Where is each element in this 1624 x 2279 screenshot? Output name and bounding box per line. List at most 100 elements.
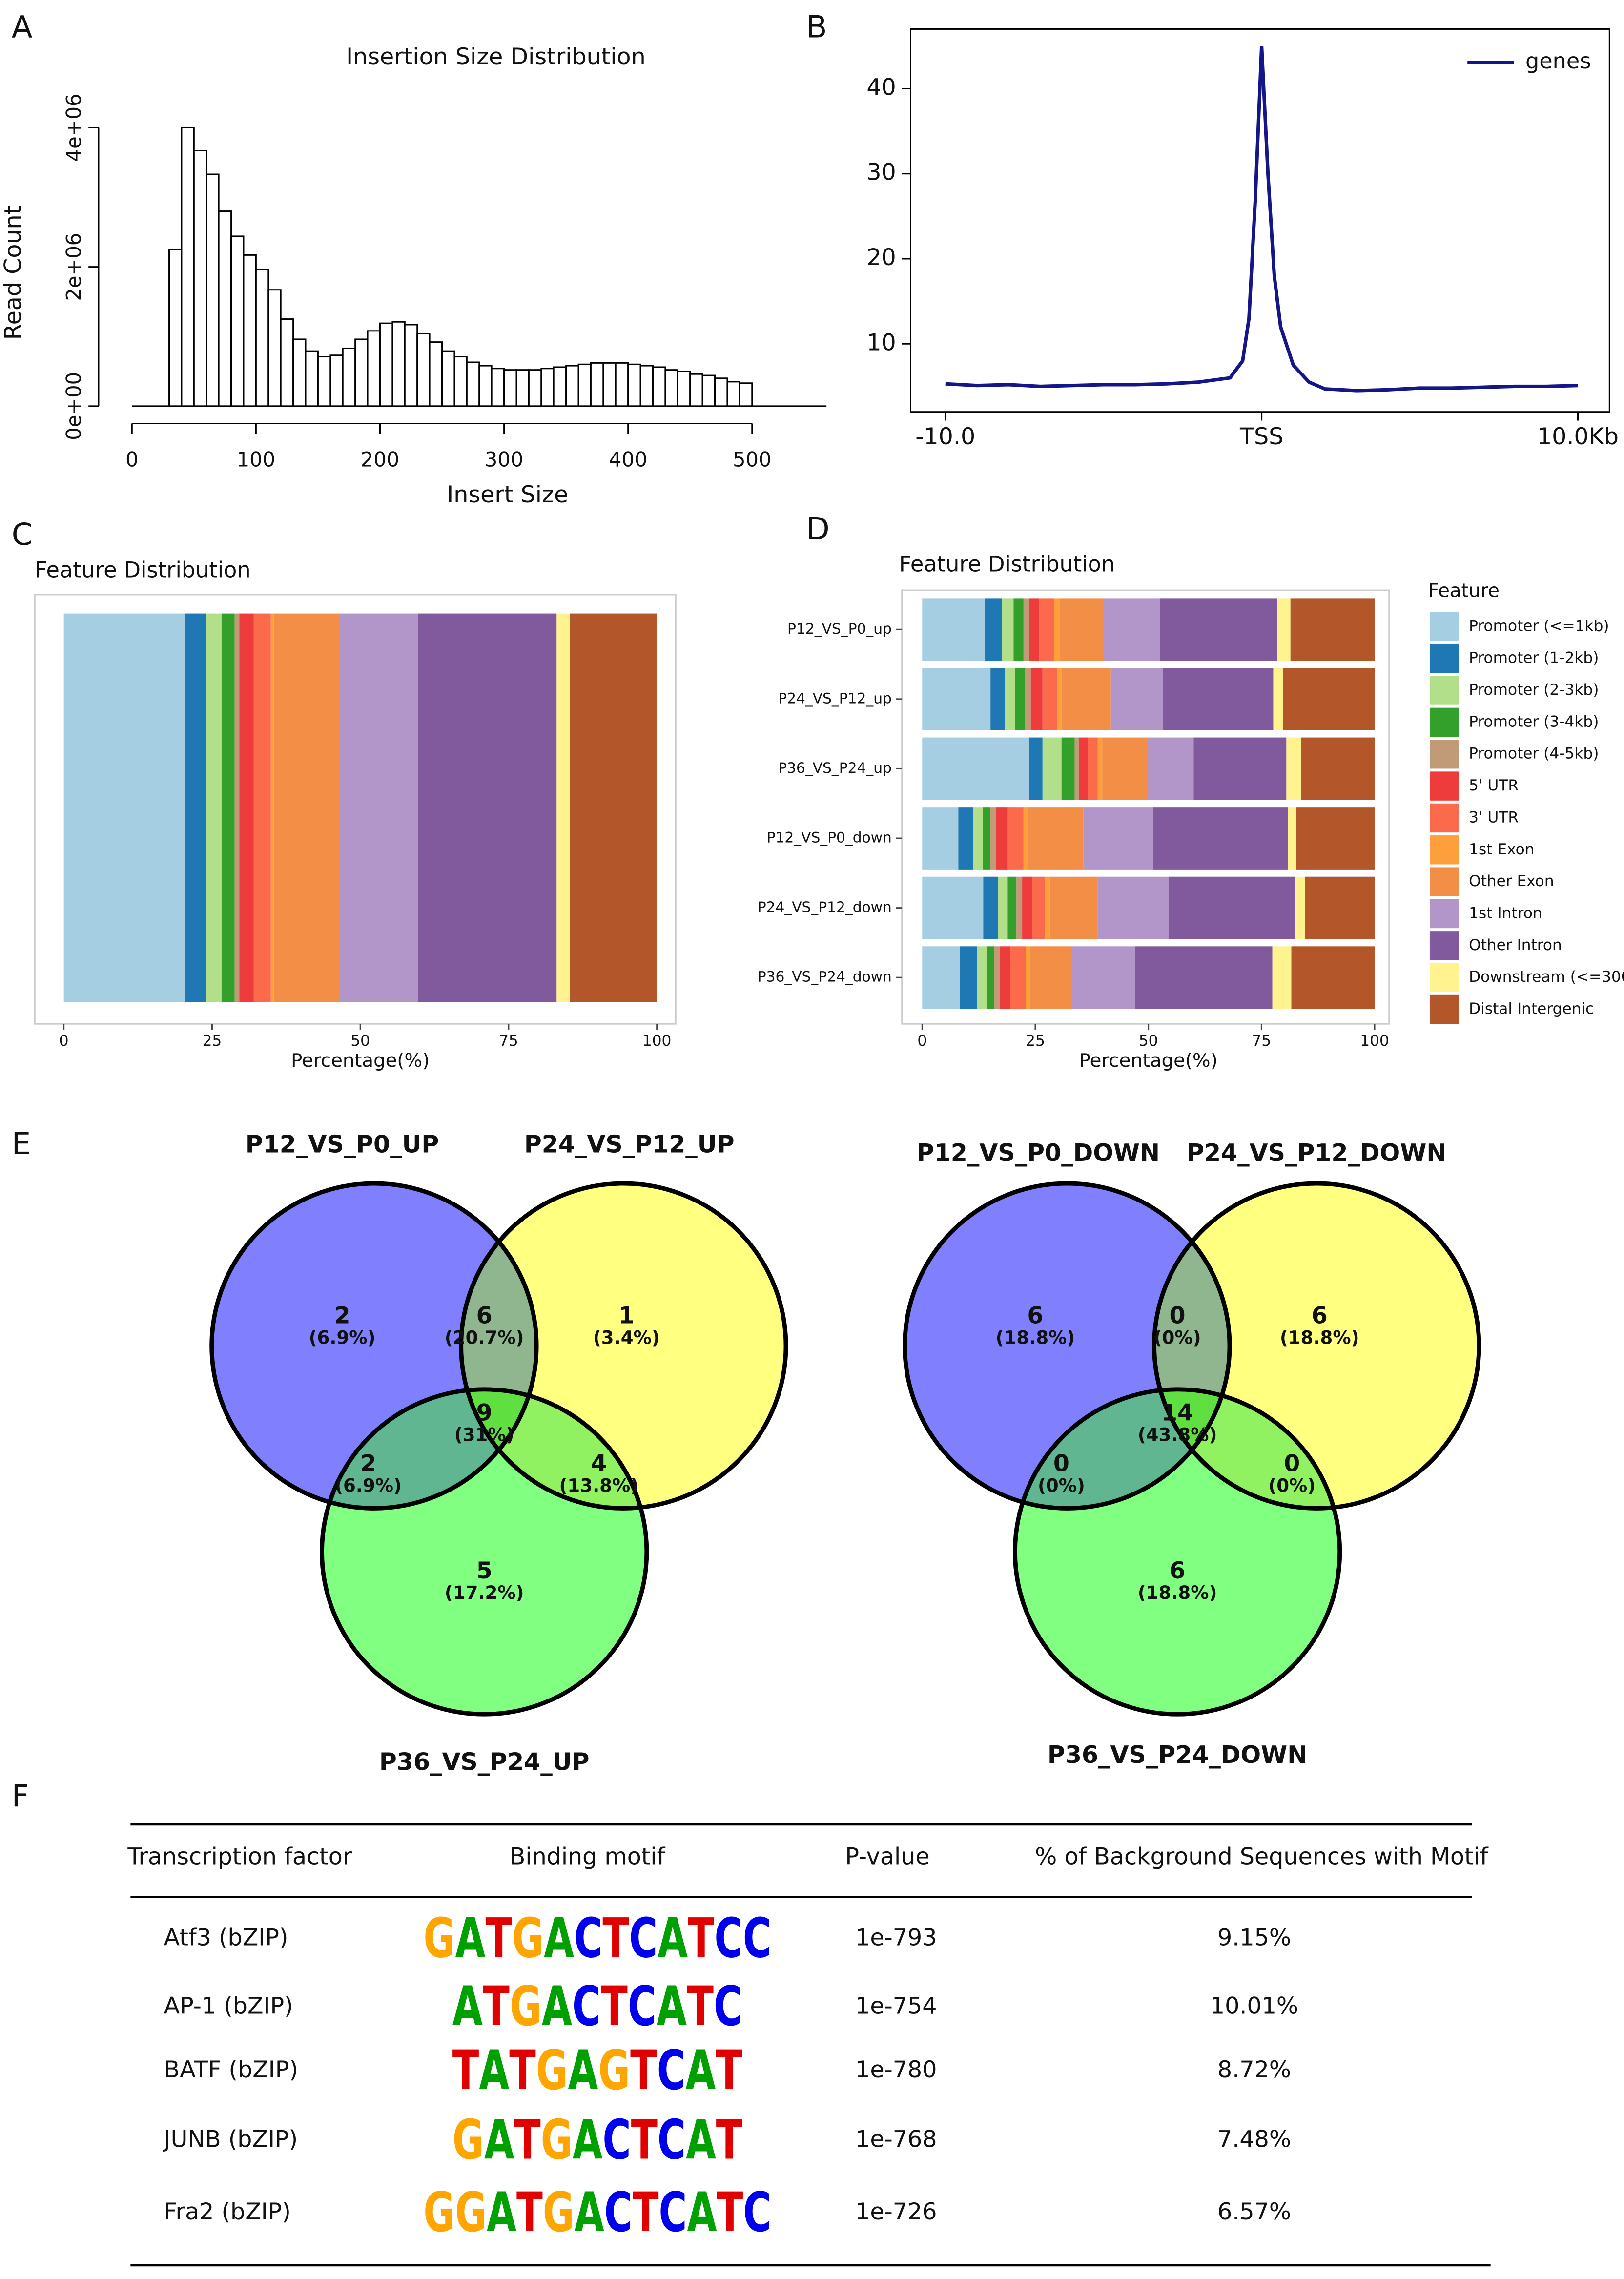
bar xyxy=(478,365,493,407)
table-cell: 1e-768 xyxy=(855,2126,937,2153)
bar xyxy=(540,368,555,407)
chart-title: Insertion Size Distribution xyxy=(346,43,646,70)
venn-overlap xyxy=(322,1389,537,1509)
bar-segment xyxy=(1007,876,1017,939)
region-percent: (0%) xyxy=(1268,1475,1316,1496)
table-header: % of Background Sequences with Motif xyxy=(1035,1843,1489,1870)
legend-label: Distal Intergenic xyxy=(1469,1000,1594,1018)
bar xyxy=(503,369,517,407)
plot-frame xyxy=(910,28,1610,413)
bar xyxy=(627,363,641,407)
region-count: 6 xyxy=(1170,1557,1186,1584)
x-tick-label: 50 xyxy=(1139,1032,1158,1050)
bar xyxy=(701,374,716,407)
venn-overlap-fill xyxy=(1154,1389,1340,1509)
bar-segment xyxy=(1288,807,1296,870)
set-label: P24_VS_P12_DOWN xyxy=(1187,1139,1446,1167)
x-tick-label: 75 xyxy=(1252,1032,1272,1050)
bar xyxy=(243,254,257,407)
venn-overlap-fill xyxy=(322,1389,537,1509)
y-tick-label: 2e+06 xyxy=(62,233,85,301)
panel-label: A xyxy=(12,9,33,45)
bar-segment xyxy=(63,613,185,1002)
x-tick-label: 0 xyxy=(59,1032,69,1050)
bar-segment xyxy=(1286,737,1301,800)
region-count: 14 xyxy=(1161,1399,1193,1426)
y-tick-label: 10 xyxy=(866,329,896,356)
set-label: P36_VS_P24_UP xyxy=(379,1748,590,1776)
bar xyxy=(639,365,654,407)
table-cell: Atf3 (bZIP) xyxy=(164,1925,288,1951)
region-percent: (31%) xyxy=(454,1424,514,1445)
bar-segment xyxy=(234,613,240,1002)
venn-outline xyxy=(209,1181,539,1511)
table-cell: 1e-726 xyxy=(855,2198,937,2225)
bar xyxy=(664,369,678,407)
set-label: P12_VS_P0_DOWN xyxy=(917,1139,1160,1167)
region-count: 6 xyxy=(476,1302,493,1329)
set-label: P24_VS_P12_UP xyxy=(524,1130,735,1158)
bar xyxy=(305,350,319,407)
table-cell: 1e-793 xyxy=(855,1925,937,1951)
bar-segment xyxy=(1007,807,1024,870)
y-tick-label: 0e+00 xyxy=(62,372,85,440)
bar-segment xyxy=(1110,667,1163,730)
bar-segment xyxy=(1000,946,1010,1009)
motif-logo: GATGACTCATCC xyxy=(423,1906,771,1970)
bar xyxy=(267,289,282,407)
region-percent: (3.4%) xyxy=(593,1327,660,1348)
bar-segment xyxy=(960,946,977,1009)
bar-segment xyxy=(1159,598,1277,661)
bar xyxy=(602,362,617,407)
legend-label: Promoter (4-5kb) xyxy=(1469,745,1599,763)
legend-label: Other Intron xyxy=(1469,936,1562,954)
bar-segment xyxy=(1163,667,1274,730)
bar xyxy=(590,362,604,407)
bar xyxy=(453,356,468,407)
legend-swatch xyxy=(1429,835,1459,865)
x-tick-label: 10.0Kb xyxy=(1537,423,1619,450)
bar xyxy=(404,324,418,407)
x-tick-label: 75 xyxy=(499,1032,518,1050)
bar-segment xyxy=(1071,946,1135,1009)
table-header: P-value xyxy=(845,1843,929,1870)
bar-segment xyxy=(1028,807,1084,870)
bar-segment xyxy=(1061,667,1111,730)
legend-label: Other Exon xyxy=(1469,872,1554,890)
bar-segment xyxy=(1290,598,1375,661)
bar xyxy=(329,354,344,407)
bar-segment xyxy=(922,807,959,870)
legend-label: Promoter (2-3kb) xyxy=(1469,681,1599,699)
region-percent: (18.8%) xyxy=(1280,1327,1359,1348)
y-tick-label: P12_VS_P0_up xyxy=(787,621,892,638)
y-tick-label: P36_VS_P24_down xyxy=(758,969,892,986)
bar xyxy=(218,210,232,407)
bar xyxy=(379,322,393,407)
bar-segment xyxy=(973,807,983,870)
bar-segment xyxy=(1030,946,1071,1009)
bar-segment xyxy=(1074,737,1079,800)
bar xyxy=(342,347,356,407)
bar-segment xyxy=(983,807,990,870)
y-tick-label: 30 xyxy=(866,159,896,186)
bar-segment xyxy=(985,598,1002,661)
panel-label: E xyxy=(12,1126,31,1161)
region-percent: (0%) xyxy=(1038,1475,1085,1496)
legend-swatch xyxy=(1429,931,1459,960)
bar xyxy=(181,126,195,407)
bar-segment xyxy=(239,613,254,1002)
bar xyxy=(206,173,220,407)
table-cell: 8.72% xyxy=(1217,2056,1291,2083)
x-axis-label: Insert Size xyxy=(447,481,568,508)
bar-segment xyxy=(1277,598,1291,661)
legend-swatch xyxy=(1429,771,1459,801)
motif-logo: GATGACTCAT xyxy=(452,2108,742,2171)
bar-segment xyxy=(221,613,235,1002)
bar xyxy=(193,150,207,407)
venn-overlap xyxy=(1154,1389,1340,1509)
region-count: 9 xyxy=(476,1399,493,1426)
motif-logo: TATGAGTCAT xyxy=(452,2038,742,2102)
y-tick-label: 20 xyxy=(866,244,896,271)
